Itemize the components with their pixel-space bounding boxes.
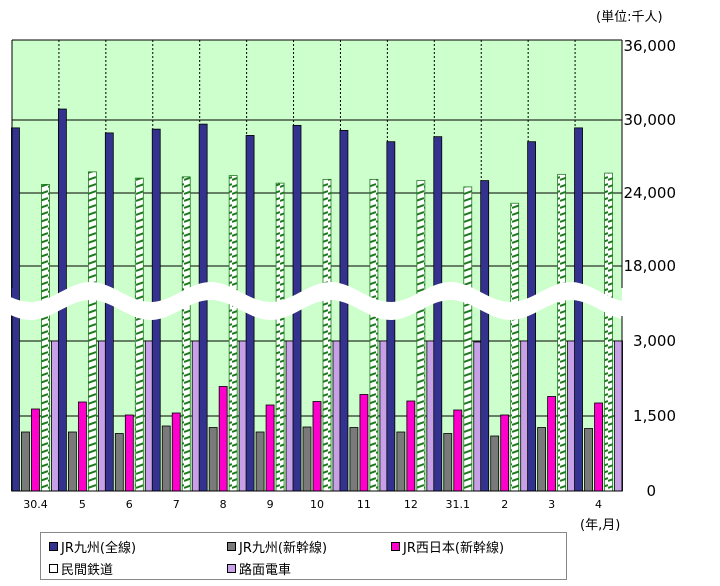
bar-series-0-7	[339, 129, 349, 492]
bar-series-3-3	[181, 176, 191, 492]
bar-series-2-12	[594, 402, 603, 492]
y-tick-label: 24,000	[624, 184, 677, 202]
x-tick-label: 4	[595, 498, 602, 511]
bar-series-1-5	[255, 431, 265, 492]
bar-series-1-9	[443, 433, 453, 492]
bar-series-2-7	[359, 394, 369, 492]
y-tick-label: 3,000	[633, 332, 676, 350]
x-tick-label: 5	[79, 498, 86, 511]
bar-series-2-1	[77, 401, 87, 492]
bar-series-3-8	[416, 180, 426, 492]
bar-series-2-11	[547, 396, 557, 492]
y-tick-label: 36,000	[624, 37, 677, 55]
bar-series-2-5	[265, 404, 275, 492]
legend-swatch	[49, 542, 58, 551]
bar-series-1-7	[349, 427, 359, 492]
break-band	[4, 282, 628, 320]
x-tick-label: 3	[548, 498, 555, 511]
bar-series-2-6	[312, 401, 322, 492]
legend-item-3: 民間鉄道	[49, 559, 113, 578]
legend-swatch	[227, 564, 236, 573]
legend-item-1: JR九州(新幹線)	[227, 537, 327, 556]
legend-label: JR西日本(新幹線)	[403, 541, 505, 556]
bar-series-2-0	[31, 408, 40, 492]
bar-series-3-0	[41, 183, 50, 492]
bar-series-0-4	[198, 123, 208, 492]
tick-labels: 36,000 30,000 24,000 18,000 3,000 1,500 0 30.4 5…	[23, 37, 676, 511]
y-tick-label: 0	[646, 482, 656, 500]
bar-series-3-2	[134, 177, 144, 492]
y-tick-label: 1,500	[633, 407, 676, 425]
x-tick-label: 8	[220, 498, 227, 511]
x-axis-unit-label: (年,月)	[580, 518, 621, 533]
bar-series-2-10	[500, 414, 510, 492]
x-tick-label: 10	[310, 498, 324, 511]
bar-series-1-6	[302, 426, 312, 492]
legend-label: JR九州(全線)	[61, 541, 137, 556]
x-tick-label: 31.1	[446, 498, 471, 511]
legend-swatch	[391, 542, 400, 551]
bar-series-1-12	[584, 428, 593, 492]
bar-series-1-1	[67, 431, 77, 492]
bar-series-1-2	[114, 433, 124, 492]
x-tick-label: 7	[173, 498, 180, 511]
bar-series-1-3	[161, 425, 171, 492]
legend: JR九州(全線) JR九州(新幹線) JR西日本(新幹線) 民間鉄道 路面電車	[40, 532, 567, 580]
x-tick-label: 6	[126, 498, 133, 511]
bar-series-3-9	[463, 186, 473, 492]
bar-series-1-10	[490, 435, 500, 492]
bar-series-1-0	[21, 431, 30, 492]
plot-frame	[11, 39, 623, 492]
y-tick-label: 30,000	[624, 111, 677, 129]
bar-series-3-7	[369, 178, 379, 492]
x-tick-label: 11	[357, 498, 371, 511]
bar-series-2-2	[124, 414, 134, 492]
bar-series-0-12	[574, 127, 583, 492]
bar-series-3-5	[275, 182, 285, 492]
bar-series-3-4	[228, 175, 238, 492]
bar-series-0-11	[527, 141, 537, 492]
legend-label: 路面電車	[239, 563, 292, 578]
legend-label: JR九州(新幹線)	[239, 541, 328, 556]
legend-item-4: 路面電車	[227, 559, 291, 578]
bar-series-3-12	[604, 172, 613, 492]
bar-series-0-2	[104, 132, 114, 492]
x-tick-label: 9	[267, 498, 274, 511]
legend-swatch	[227, 542, 236, 551]
legend-item-0: JR九州(全線)	[49, 537, 136, 556]
bar-series-0-10	[480, 180, 490, 492]
bar-series-3-1	[87, 171, 97, 492]
bar-series-3-6	[322, 178, 332, 492]
bar-series-1-4	[208, 427, 218, 492]
bar-series-3-10	[510, 202, 520, 492]
bar-series-2-3	[171, 412, 181, 492]
bar-series-2-8	[406, 400, 416, 492]
y-tick-label: 18,000	[624, 257, 677, 275]
bar-series-3-11	[557, 173, 567, 492]
unit-label: (単位:千人)	[596, 10, 663, 25]
bar-series-4-12	[614, 340, 623, 492]
bar-series-1-11	[537, 427, 547, 492]
x-tick-label: 12	[404, 498, 418, 511]
legend-swatch	[49, 564, 58, 573]
x-tick-label: 30.4	[23, 498, 48, 511]
bar-series-2-9	[453, 409, 463, 492]
legend-item-2: JR西日本(新幹線)	[391, 537, 504, 556]
legend-label: 民間鉄道	[61, 563, 114, 578]
x-tick-label: 2	[501, 498, 508, 511]
axis-break	[4, 282, 628, 320]
bar-series-2-4	[218, 386, 228, 492]
bar-series-0-9	[433, 136, 443, 492]
bar-series-1-8	[396, 431, 406, 492]
